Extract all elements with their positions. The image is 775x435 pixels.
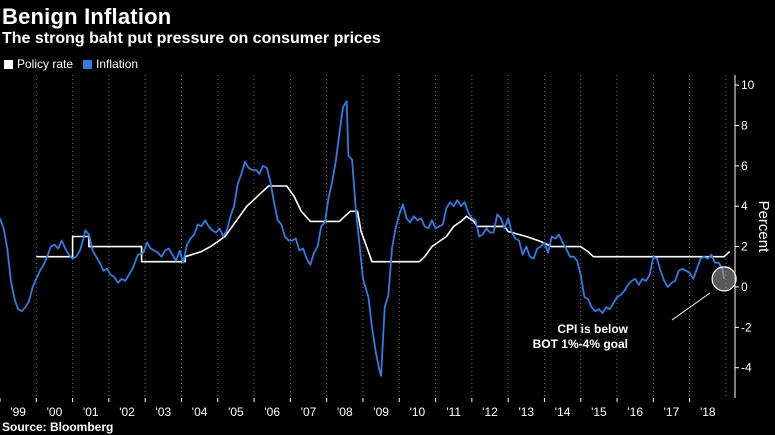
- x-tick-label: '17: [664, 405, 680, 419]
- y-tick-label: 10: [741, 78, 755, 92]
- legend-item-policy-rate: Policy rate: [4, 57, 73, 71]
- legend-item-inflation: Inflation: [83, 57, 138, 71]
- x-tick-label: '12: [482, 405, 498, 419]
- y-tick-label: 8: [741, 118, 748, 132]
- x-tick-label: '16: [627, 405, 643, 419]
- x-tick-label: '00: [47, 405, 63, 419]
- x-tick-label: '01: [83, 405, 99, 419]
- x-tick-label: '05: [228, 405, 244, 419]
- axes: '99 '00 '01 '02 '03 '04 '05 '06 '07 '08 '09 '10 '11 '…: [0, 75, 772, 419]
- annotation-circle: [711, 266, 737, 292]
- series-layer: [0, 100, 731, 377]
- series-line-inflation: [0, 100, 725, 377]
- annotation-text-line1: CPI is below: [557, 322, 628, 336]
- y-tick-label: 6: [741, 159, 748, 173]
- x-tick-label: '11: [446, 405, 461, 419]
- y-tick-label: 4: [741, 199, 748, 213]
- x-tick-label: '15: [591, 405, 607, 419]
- x-tick-label: '07: [301, 405, 317, 419]
- x-tick-label: '04: [192, 405, 208, 419]
- chart-subtitle: The strong baht put pressure on consumer…: [2, 30, 381, 47]
- y-tick-label: -2: [741, 320, 752, 334]
- legend-label-inflation: Inflation: [96, 57, 139, 71]
- x-tick-label: '14: [555, 405, 571, 419]
- x-tick-label: '08: [337, 405, 353, 419]
- legend: Policy rate Inflation: [4, 57, 138, 71]
- y-tick-label: -4: [741, 361, 752, 375]
- x-tick-label: '18: [700, 405, 716, 419]
- x-tick-label: '03: [156, 405, 172, 419]
- annotation-arrow: [671, 292, 711, 321]
- chart-title: Benign Inflation: [2, 4, 172, 29]
- x-tick-label: '99: [10, 405, 26, 419]
- x-tick-label: '10: [410, 405, 426, 419]
- y-axis-label: Percent: [755, 201, 772, 254]
- x-tick-label: '02: [119, 405, 135, 419]
- source-note: Source: Bloomberg: [2, 420, 114, 434]
- x-tick-label: '06: [264, 405, 280, 419]
- annotation-text-line2: BOT 1%-4% goal: [533, 337, 628, 351]
- x-tick-label: '13: [518, 405, 534, 419]
- legend-swatch-policy-rate: [4, 59, 13, 69]
- legend-label-policy-rate: Policy rate: [17, 57, 74, 71]
- series-line-policy-rate: [36, 185, 731, 263]
- y-tick-label: 2: [741, 240, 748, 254]
- x-tick-label: '09: [373, 405, 389, 419]
- y-tick-label: 0: [741, 280, 748, 294]
- legend-swatch-inflation: [83, 59, 93, 69]
